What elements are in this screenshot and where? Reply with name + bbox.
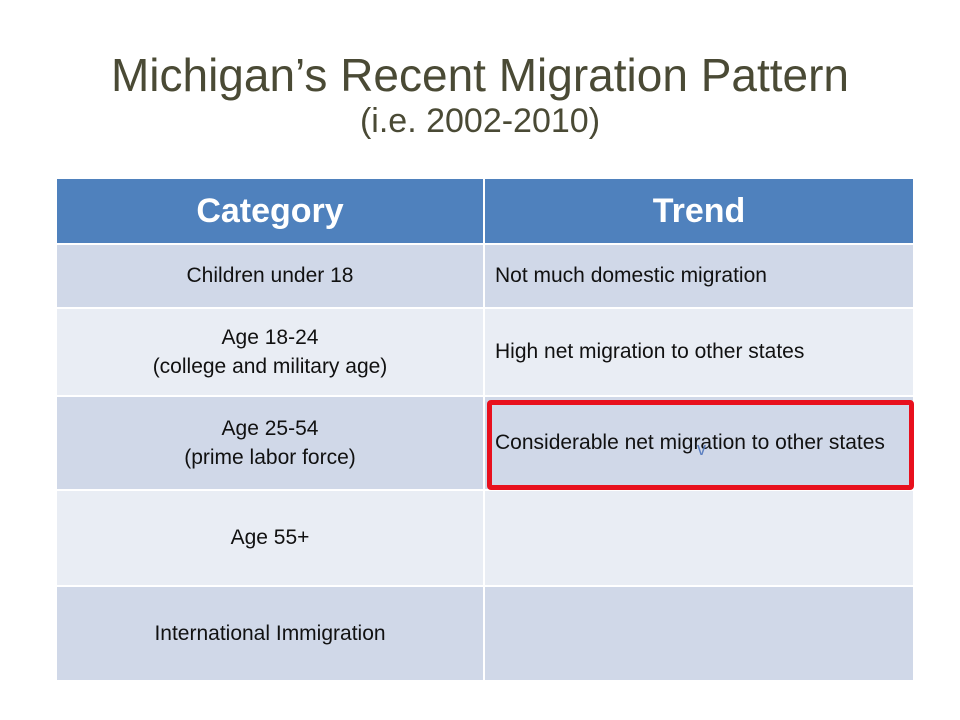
table-row: Age 55+	[57, 489, 913, 586]
header-category: Category	[57, 179, 485, 244]
slide-title: Michigan’s Recent Migration Pattern (i.e…	[0, 49, 960, 140]
table-row: Children under 18 Not much domestic migr…	[57, 243, 913, 308]
trend-cell: High net migration to other states	[484, 307, 913, 396]
category-cell: International Immigration	[57, 585, 485, 680]
slide-title-main: Michigan’s Recent Migration Pattern	[110, 49, 850, 101]
trend-cell	[484, 585, 913, 680]
highlight-box	[487, 400, 914, 490]
slide-subtitle: (i.e. 2002-2010)	[359, 101, 601, 140]
trend-cell: Not much domestic migration	[484, 243, 913, 308]
migration-trend-table: Category Trend Children under 18 Not muc…	[57, 179, 913, 680]
trend-cell: Considerable net migration to other stat…	[484, 395, 913, 490]
table-header-row: Category Trend	[57, 179, 913, 244]
category-cell: Age 18-24 (college and military age)	[57, 307, 485, 396]
table-row: Age 25-54 (prime labor force) Considerab…	[57, 395, 913, 490]
category-cell: Age 55+	[57, 489, 485, 586]
table-row: Age 18-24 (college and military age) Hig…	[57, 307, 913, 396]
trend-cell	[484, 489, 913, 586]
header-trend: Trend	[484, 179, 913, 244]
category-cell: Children under 18	[57, 243, 485, 308]
category-cell: Age 25-54 (prime labor force)	[57, 395, 485, 490]
check-mark: v	[697, 439, 706, 459]
table-row: International Immigration	[57, 585, 913, 680]
